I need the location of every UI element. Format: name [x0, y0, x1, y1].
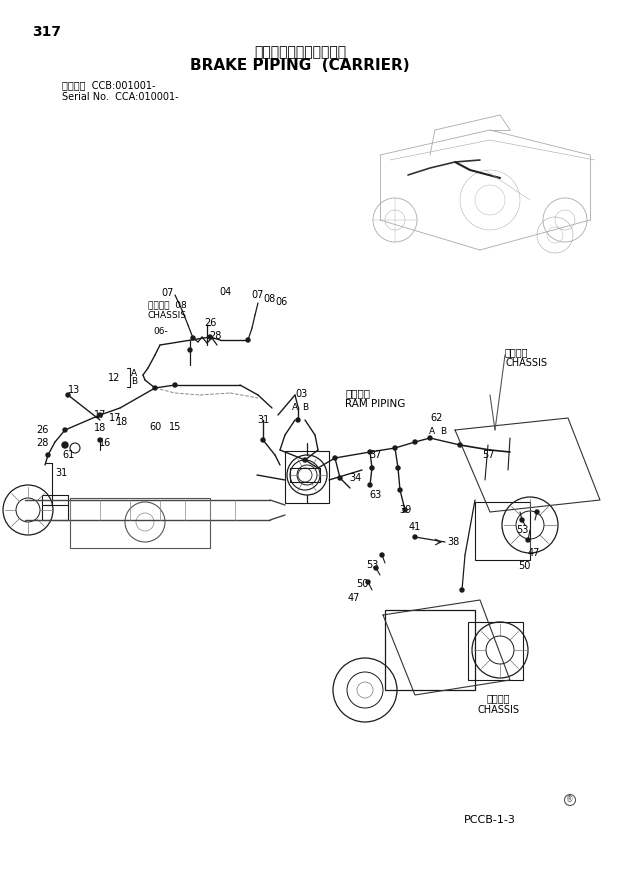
Circle shape: [368, 483, 372, 487]
Text: ®: ®: [566, 795, 574, 805]
Text: 31: 31: [257, 415, 269, 425]
Text: 12: 12: [108, 373, 120, 383]
Circle shape: [393, 446, 397, 450]
Text: シャーシ: シャーシ: [486, 693, 510, 703]
Text: 04: 04: [219, 287, 231, 297]
Circle shape: [261, 438, 265, 442]
Text: 28: 28: [36, 438, 48, 448]
Text: 17: 17: [94, 410, 106, 420]
Text: CHASSIS: CHASSIS: [148, 311, 187, 320]
Text: 47: 47: [348, 593, 360, 603]
Circle shape: [153, 386, 157, 390]
Circle shape: [368, 450, 372, 454]
Circle shape: [191, 336, 195, 340]
Circle shape: [413, 535, 417, 539]
Circle shape: [380, 553, 384, 557]
Circle shape: [458, 443, 462, 447]
Text: 26: 26: [204, 318, 216, 328]
Text: 06: 06: [276, 297, 288, 307]
Circle shape: [98, 413, 102, 417]
Text: 13: 13: [68, 385, 80, 395]
Bar: [385, 610, 475, 690]
Text: 17: 17: [109, 413, 121, 423]
Text: 60: 60: [149, 422, 161, 432]
Text: 47: 47: [528, 548, 540, 558]
Circle shape: [303, 458, 307, 462]
Circle shape: [520, 518, 524, 522]
Text: CHASSIS: CHASSIS: [505, 358, 547, 368]
Circle shape: [188, 348, 192, 352]
Text: 31: 31: [55, 468, 67, 478]
Text: 06-: 06-: [153, 327, 168, 336]
Circle shape: [173, 383, 177, 387]
Circle shape: [366, 580, 370, 584]
Circle shape: [63, 428, 67, 432]
Text: A: A: [292, 402, 298, 411]
Circle shape: [338, 476, 342, 480]
Circle shape: [374, 566, 378, 570]
Bar: [468, 622, 523, 680]
Circle shape: [396, 466, 400, 470]
Text: B: B: [131, 377, 137, 387]
Circle shape: [370, 466, 374, 470]
Text: B: B: [440, 428, 446, 436]
Text: 34: 34: [349, 473, 361, 483]
Text: 53: 53: [516, 525, 528, 535]
Text: RAM PIPING: RAM PIPING: [345, 399, 405, 409]
Text: 適用号機  CCB:001001-: 適用号機 CCB:001001-: [62, 80, 156, 90]
Text: 37: 37: [369, 450, 381, 460]
Circle shape: [66, 393, 70, 397]
Bar: [70, 498, 210, 548]
Circle shape: [46, 453, 50, 457]
Text: 07: 07: [162, 288, 174, 298]
Text: 07: 07: [252, 290, 264, 300]
Circle shape: [62, 442, 68, 448]
Text: BRAKE PIPING  (CARRIER): BRAKE PIPING (CARRIER): [190, 58, 410, 72]
Circle shape: [398, 488, 402, 492]
Text: 62: 62: [431, 413, 443, 423]
Text: 39: 39: [399, 505, 411, 515]
Circle shape: [535, 510, 539, 514]
Text: 41: 41: [409, 522, 421, 532]
Text: 63: 63: [369, 490, 381, 500]
Circle shape: [246, 338, 250, 342]
Circle shape: [413, 440, 417, 444]
Text: CHASSIS: CHASSIS: [477, 705, 519, 715]
Circle shape: [428, 436, 432, 440]
Text: 317: 317: [32, 25, 61, 39]
Text: 50: 50: [356, 579, 368, 589]
Circle shape: [460, 588, 464, 592]
Text: 28: 28: [209, 331, 221, 341]
Circle shape: [526, 538, 530, 542]
Text: シャーシ: シャーシ: [505, 347, 528, 357]
Text: 18: 18: [116, 417, 128, 427]
Text: 08: 08: [264, 294, 276, 304]
Text: A: A: [131, 368, 137, 377]
Circle shape: [98, 438, 102, 442]
Text: ブレーキ配管（走行体）: ブレーキ配管（走行体）: [254, 45, 346, 59]
Bar: [475, 502, 530, 560]
Text: B: B: [302, 402, 308, 411]
Circle shape: [333, 456, 337, 460]
Text: A: A: [429, 428, 435, 436]
Text: 61: 61: [62, 450, 74, 460]
Text: 16: 16: [99, 438, 111, 448]
Text: 57: 57: [482, 450, 494, 460]
Text: 15: 15: [169, 422, 181, 432]
Text: Serial No.  CCA:010001-: Serial No. CCA:010001-: [62, 92, 179, 102]
Text: 18: 18: [94, 423, 106, 433]
Text: PCCB-1-3: PCCB-1-3: [464, 815, 516, 825]
Circle shape: [208, 335, 212, 339]
Text: 26: 26: [36, 425, 48, 435]
Text: 38: 38: [447, 537, 459, 547]
Text: 53: 53: [366, 560, 378, 570]
Text: 50: 50: [518, 561, 530, 571]
Circle shape: [403, 508, 407, 512]
Circle shape: [296, 418, 300, 422]
Text: 03: 03: [296, 389, 308, 399]
Text: シャーシ  08: シャーシ 08: [148, 300, 187, 310]
Bar: [285, 451, 329, 503]
Text: ラム配管: ラム配管: [345, 388, 370, 398]
